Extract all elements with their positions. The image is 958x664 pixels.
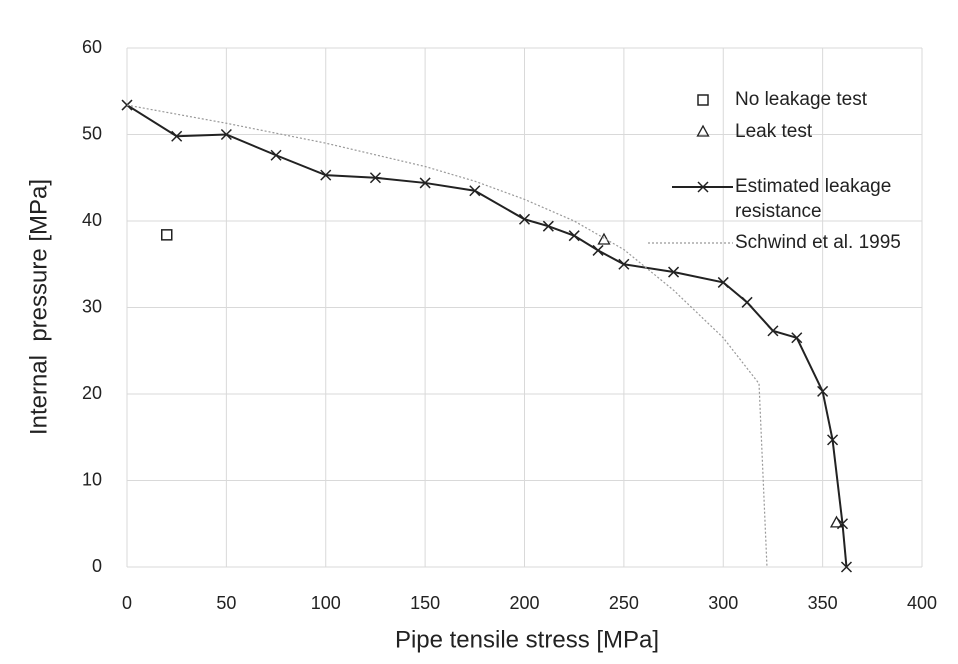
marker [697, 181, 709, 193]
marker [270, 149, 282, 161]
marker [696, 124, 710, 137]
x-tick-label: 100 [311, 593, 341, 613]
x-tick-label: 50 [216, 593, 236, 613]
legend-label: No leakage test [735, 89, 868, 110]
marker [668, 266, 680, 278]
y-tick-label: 10 [82, 469, 102, 489]
marker [161, 229, 173, 241]
marker [469, 185, 481, 197]
y-tick-label: 60 [82, 37, 102, 57]
marker [829, 515, 844, 528]
marker [592, 244, 604, 256]
y-axis-title: Internal pressure [MPa] [25, 179, 52, 435]
marker [836, 518, 849, 530]
x-tick-label: 300 [708, 593, 738, 613]
marker [618, 258, 630, 270]
marker [171, 130, 183, 142]
y-tick-label: 30 [82, 296, 102, 316]
marker [741, 296, 753, 308]
y-tick-label: 20 [82, 383, 102, 403]
marker [827, 434, 839, 446]
legend-label: Leak test [735, 121, 813, 142]
marker [817, 385, 829, 397]
x-tick-label: 350 [808, 593, 838, 613]
marker [369, 172, 381, 184]
legend-label: Schwind et al. 1995 [735, 232, 901, 253]
y-tick-label: 50 [82, 123, 102, 143]
x-tick-label: 0 [122, 593, 132, 613]
marker [568, 230, 580, 242]
marker [717, 276, 729, 288]
marker [791, 332, 803, 344]
y-tick-label: 0 [92, 556, 102, 576]
x-tick-label: 250 [609, 593, 639, 613]
marker [767, 325, 779, 337]
marker [518, 213, 531, 225]
marker [419, 177, 431, 189]
marker [840, 561, 853, 573]
series-line [126, 104, 848, 568]
marker [542, 220, 554, 232]
y-tick-label: 40 [82, 210, 102, 230]
marker [697, 94, 709, 106]
x-tick-label: 400 [907, 593, 937, 613]
x-tick-label: 200 [509, 593, 539, 613]
legend-label: Estimated leakage resistance [735, 176, 892, 222]
x-tick-label: 150 [410, 593, 440, 613]
marker [220, 128, 232, 141]
marker [320, 169, 332, 181]
series-line [126, 104, 768, 568]
x-axis-title: Pipe tensile stress [MPa] [395, 626, 659, 653]
